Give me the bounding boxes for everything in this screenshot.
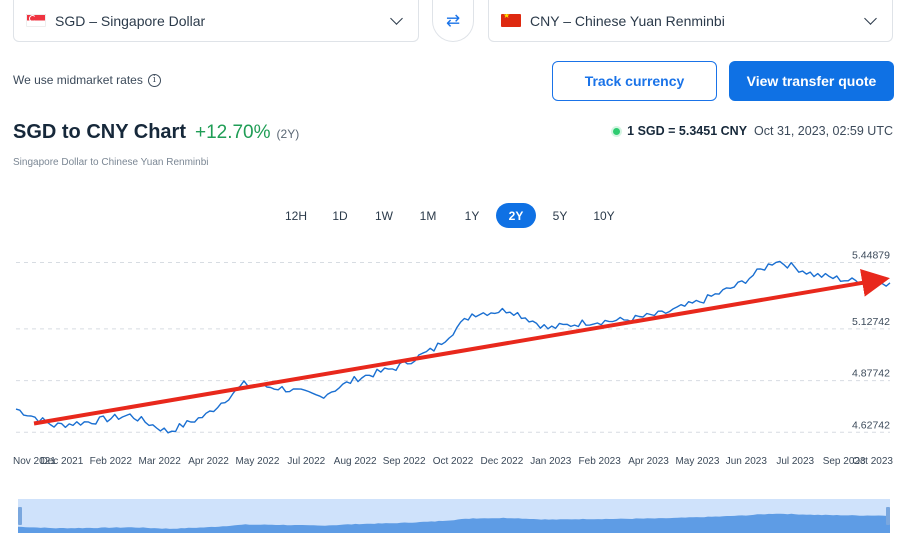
x-tick-label: Sep 2023 [823, 456, 866, 467]
time-range-selector: 12H 1D 1W 1M 1Y 2Y 5Y 10Y [276, 203, 624, 228]
x-tick-label: Apr 2023 [628, 456, 669, 467]
chevron-down-icon [390, 11, 403, 25]
navigator-right-handle[interactable] [886, 507, 890, 525]
y-tick-label: 4.62742 [852, 419, 890, 431]
from-currency-select[interactable]: SGD – Singapore Dollar [13, 0, 419, 42]
x-tick-label: Dec 2022 [480, 456, 523, 467]
view-transfer-quote-button[interactable]: View transfer quote [729, 61, 894, 101]
x-tick-label: Jul 2022 [287, 456, 325, 467]
from-currency-label: SGD – Singapore Dollar [55, 12, 206, 29]
range-1w[interactable]: 1W [375, 208, 393, 223]
info-icon[interactable]: i [147, 73, 161, 87]
live-status-dot-icon [613, 127, 621, 135]
x-tick-label: Oct 2023 [852, 456, 893, 467]
x-tick-label: May 2023 [675, 456, 719, 467]
range-5y[interactable]: 5Y [552, 208, 568, 223]
y-tick-label: 5.44879 [852, 250, 890, 262]
x-tick-label: Jul 2023 [776, 456, 814, 467]
current-rate: 1 SGD = 5.3451 CNY [627, 124, 748, 138]
rate-line [15, 260, 891, 434]
live-rate: 1 SGD = 5.3451 CNY Oct 31, 2023, 02:59 U… [613, 124, 893, 138]
chart-subtitle: Singapore Dollar to Chinese Yuan Renminb… [13, 157, 209, 168]
trend-arrow [33, 269, 890, 426]
range-2y[interactable]: 2Y [496, 203, 536, 228]
chart-title: SGD to CNY Chart +12.70% (2Y) [13, 121, 299, 144]
percent-change: +12.70% [194, 122, 271, 143]
x-tick-label: Nov 2021 [13, 456, 56, 467]
y-tick-label: 4.87742 [852, 368, 890, 380]
rates-note-text: We use midmarket rates [13, 73, 143, 87]
to-currency-select[interactable]: CNY – Chinese Yuan Renminbi [488, 0, 893, 42]
track-currency-button[interactable]: Track currency [552, 61, 717, 101]
x-tick-label: Apr 2022 [188, 456, 229, 467]
x-tick-label: Mar 2022 [139, 456, 182, 467]
range-1d[interactable]: 1D [332, 208, 348, 223]
x-tick-label: Feb 2022 [90, 456, 133, 467]
swap-icon: ⇄ [445, 10, 461, 30]
x-tick-label: Oct 2022 [433, 456, 474, 467]
sg-flag-icon [26, 14, 46, 27]
range-navigator[interactable] [18, 497, 890, 535]
navigator-area [18, 513, 890, 533]
cn-flag-icon [501, 14, 521, 27]
rate-timestamp: Oct 31, 2023, 02:59 UTC [754, 124, 893, 138]
chart-title-text: SGD to CNY Chart [13, 121, 186, 143]
navigator-left-handle[interactable] [18, 507, 22, 525]
range-1y[interactable]: 1Y [464, 208, 480, 223]
change-period: (2Y) [276, 127, 300, 141]
range-12h[interactable]: 12H [284, 208, 307, 223]
chevron-down-icon [864, 11, 877, 25]
x-tick-label: Dec 2021 [40, 456, 83, 467]
y-tick-label: 5.12742 [852, 316, 890, 328]
x-tick-label: Aug 2022 [334, 456, 377, 467]
x-tick-label: Feb 2023 [579, 456, 622, 467]
x-tick-label: Sep 2022 [383, 456, 426, 467]
x-tick-label: Jun 2023 [726, 456, 768, 467]
range-1m[interactable]: 1M [419, 208, 437, 223]
range-10y[interactable]: 10Y [593, 208, 615, 223]
x-tick-label: May 2022 [235, 456, 279, 467]
x-tick-label: Jan 2023 [530, 456, 572, 467]
midmarket-rates-note: We use midmarket rates i [13, 73, 161, 87]
swap-currencies-button[interactable]: ⇄ [432, 0, 474, 42]
to-currency-label: CNY – Chinese Yuan Renminbi [530, 12, 725, 29]
